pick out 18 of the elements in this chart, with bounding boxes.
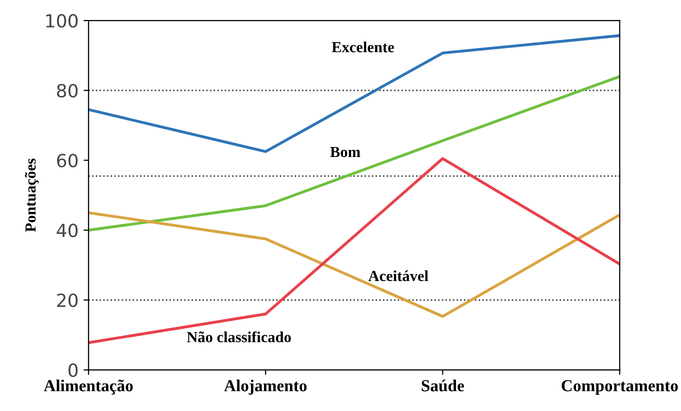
x-tick-label: Alimentação <box>44 380 133 395</box>
line-series <box>88 157 620 344</box>
series-label: Aceitável <box>368 270 428 282</box>
x-tick-label: Comportamento <box>562 380 678 395</box>
series-label: Não classificado <box>186 331 291 342</box>
y-tick-label: 20 <box>57 293 78 308</box>
x-tick-label: Alojamento <box>224 380 307 395</box>
series-label: Bom <box>330 146 360 158</box>
y-tick-label: 80 <box>57 84 78 98</box>
y-axis-title: Pontuações <box>24 158 39 232</box>
y-tick-label: 100 <box>46 14 78 28</box>
y-tick-label: 60 <box>57 154 78 168</box>
line-series <box>88 211 620 318</box>
y-tick-label: 0 <box>68 363 78 378</box>
series-label: Excelente <box>332 42 394 52</box>
x-tick-label: Saúde <box>422 380 464 392</box>
line-series <box>88 75 620 232</box>
y-tick-label: 40 <box>56 224 78 238</box>
